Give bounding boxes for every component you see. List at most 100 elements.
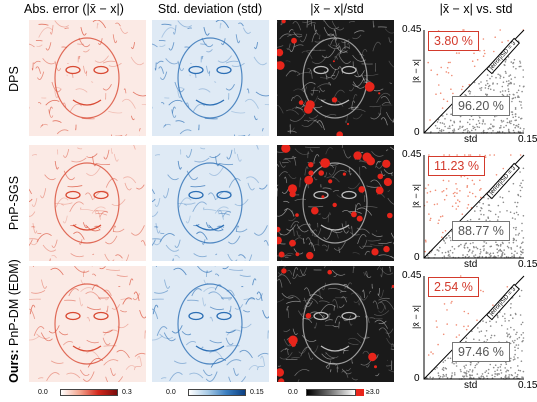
scatter-point xyxy=(478,218,481,220)
scatter-point xyxy=(443,303,446,305)
scatter-point xyxy=(516,245,518,247)
scatter-point xyxy=(510,78,513,80)
scatter-point xyxy=(469,91,472,93)
scatter-point xyxy=(516,331,518,334)
scatter-point xyxy=(513,341,515,344)
scatter-point xyxy=(465,337,468,339)
scatter-point xyxy=(472,250,474,252)
scatter-point xyxy=(463,310,466,313)
scatter-point xyxy=(508,93,511,96)
panel-ratio-row-2 xyxy=(277,266,394,382)
scatter-point xyxy=(482,38,485,40)
panel-std-row-1 xyxy=(152,145,269,261)
scatter-point xyxy=(466,207,469,209)
scatter-point xyxy=(521,350,523,352)
scatter-point xyxy=(445,373,448,376)
scatter-point xyxy=(512,317,514,319)
scatter-point xyxy=(429,219,431,221)
panel-ratio-row-0 xyxy=(277,20,394,136)
scatter-point xyxy=(427,184,430,186)
scatter-point xyxy=(442,369,445,371)
scatter-point xyxy=(487,204,490,206)
scatter-point xyxy=(427,354,430,356)
scatter-point xyxy=(471,252,473,254)
scatter-point xyxy=(518,336,521,339)
scatter-point xyxy=(514,218,516,220)
tick-y-top: 0.45 xyxy=(402,24,422,35)
scatter-point xyxy=(505,370,507,373)
scatter-point xyxy=(480,187,482,190)
scatter-point xyxy=(464,367,466,369)
scatter-point xyxy=(481,373,484,375)
scatter-point xyxy=(496,251,499,254)
scatter-point xyxy=(464,243,467,245)
scatter-point xyxy=(463,371,465,374)
scatter-point xyxy=(497,373,499,375)
scatter-point xyxy=(514,113,517,115)
scatter-point xyxy=(507,90,510,93)
scatter-point xyxy=(490,254,492,257)
scatter-point xyxy=(502,120,505,122)
scatter-point xyxy=(480,81,482,83)
scatter-point xyxy=(486,339,489,341)
scatter-point xyxy=(448,125,451,127)
scatter-point xyxy=(466,177,469,180)
scatter-point xyxy=(503,313,506,315)
scatter-point xyxy=(519,184,521,187)
scatter-point xyxy=(449,249,452,252)
scatter-point xyxy=(519,247,522,249)
scatter-point xyxy=(502,76,505,79)
scatter-point xyxy=(522,376,524,379)
scatter-point xyxy=(427,255,429,257)
scatter-point xyxy=(482,120,484,123)
scatter-point xyxy=(489,320,491,323)
scatter-point xyxy=(459,275,462,277)
scatter-point xyxy=(509,336,511,339)
scatter-point xyxy=(441,252,444,254)
scatter-point xyxy=(508,319,510,322)
scatter-point xyxy=(493,255,496,257)
colorbar-std-min: 0.0 xyxy=(166,389,176,396)
scatter-point xyxy=(489,325,492,327)
scatter-point xyxy=(483,377,485,379)
scatter-point xyxy=(443,123,446,125)
scatter-point xyxy=(488,253,491,256)
scatter-point xyxy=(485,219,487,221)
scatter-point xyxy=(473,338,475,340)
scatter-point xyxy=(424,187,427,190)
scatter-point xyxy=(507,129,510,131)
scatter-point xyxy=(463,129,465,132)
scatter-point xyxy=(518,232,520,235)
scatter-point xyxy=(519,154,522,156)
scatter-point xyxy=(466,370,468,372)
scatter-point xyxy=(473,255,475,257)
scatter-point xyxy=(499,75,502,77)
scatter-point xyxy=(514,358,516,360)
scatter-point xyxy=(517,193,519,196)
scatter-point xyxy=(490,334,493,337)
scatter-point xyxy=(506,286,509,288)
scatter-point xyxy=(514,250,516,253)
scatter-point xyxy=(487,128,489,130)
scatter-point xyxy=(502,201,505,204)
scatter-point xyxy=(480,375,483,377)
scatter-point xyxy=(508,374,510,376)
scatter-point xyxy=(519,314,522,316)
scatter-point xyxy=(502,242,504,245)
scatter-point xyxy=(512,61,515,64)
scatter-point xyxy=(479,116,481,119)
scatter-point xyxy=(522,76,525,78)
scatter-point xyxy=(437,222,439,225)
scatter-point xyxy=(450,302,452,304)
std-map-image xyxy=(152,266,269,382)
scatter-point xyxy=(519,189,522,192)
scatter-point xyxy=(463,375,466,378)
scatter-point xyxy=(512,359,515,361)
scatter-point xyxy=(493,89,495,91)
scatter-point xyxy=(516,252,518,254)
scatter-point xyxy=(478,126,480,129)
row-label-ours: Ours: PnP-DM (EDM) xyxy=(7,259,21,383)
below-threshold-percent: 88.77 % xyxy=(452,221,510,241)
scatter-point xyxy=(516,373,519,376)
scatter-point xyxy=(453,248,456,250)
